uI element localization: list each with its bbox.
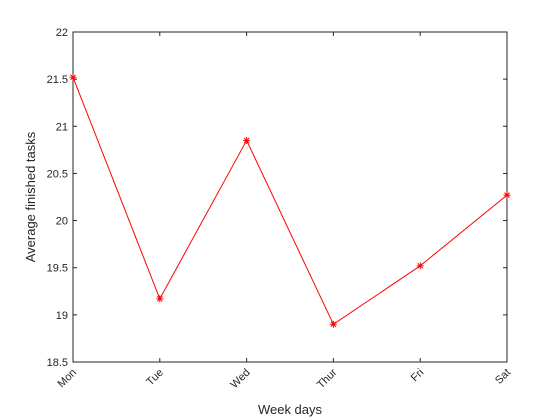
y-tick-label: 19 bbox=[56, 310, 68, 322]
series-line bbox=[72, 77, 508, 326]
y-axis: 18.5 19 19.5 20 20.5 21 21.5 22 bbox=[47, 27, 507, 369]
y-tick-label: 21.5 bbox=[47, 74, 68, 86]
x-tick-label: Thur bbox=[315, 366, 340, 391]
plot-area bbox=[72, 31, 508, 363]
data-point-marker bbox=[503, 191, 511, 199]
y-tick-label: 22 bbox=[56, 27, 68, 39]
data-point-marker bbox=[156, 295, 164, 303]
x-tick-label: Tue bbox=[144, 367, 166, 389]
data-point-marker bbox=[329, 320, 337, 328]
x-tick-label: Sat bbox=[493, 367, 513, 387]
y-tick-label: 19.5 bbox=[47, 263, 68, 275]
y-tick-label: 20 bbox=[56, 216, 68, 228]
data-point-marker bbox=[416, 262, 424, 270]
x-axis-label: Week days bbox=[258, 402, 323, 417]
y-tick-label: 21 bbox=[56, 121, 68, 133]
y-axis-label: Average finished tasks bbox=[23, 131, 38, 262]
x-tick-label: Fri bbox=[409, 367, 427, 385]
data-point-marker bbox=[69, 73, 77, 81]
y-tick-label: 20.5 bbox=[47, 168, 68, 180]
x-tick-label: Mon bbox=[55, 367, 79, 391]
x-tick-label: Wed bbox=[228, 367, 252, 391]
plot-box bbox=[72, 31, 508, 363]
y-tick-label: 18.5 bbox=[47, 357, 68, 369]
series-layer bbox=[69, 73, 511, 328]
data-point-marker bbox=[243, 136, 251, 144]
